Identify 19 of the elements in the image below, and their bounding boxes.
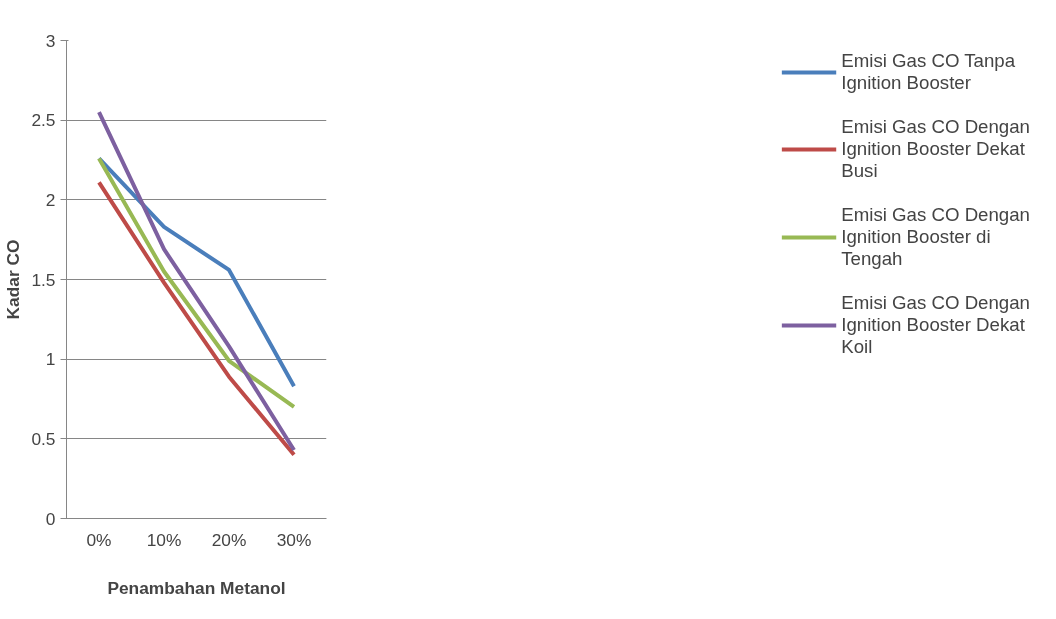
y-tick-label: 2.5	[31, 110, 56, 131]
y-tick-label: 1.5	[31, 269, 56, 290]
legend-label: Emisi Gas CO Tanpa Ignition Booster	[841, 50, 1016, 94]
y-axis-title: Kadar CO	[3, 239, 24, 320]
legend-label: Emisi Gas CO Dengan Ignition Booster di Tengah	[841, 204, 1030, 270]
y-tick-label: 3	[45, 30, 56, 51]
line-series	[97, 180, 296, 457]
y-tick-label: 1	[45, 349, 56, 370]
y-tick-label: 0	[45, 508, 56, 529]
legend-label: Emisi Gas CO Dengan Ignition Booster Dekat Koil	[841, 292, 1030, 358]
x-axis-title: Penambahan Metanol	[107, 577, 286, 598]
x-tick-label: 30%	[276, 529, 312, 550]
x-tick-label: 20%	[211, 529, 247, 550]
x-tick-label: 0%	[86, 529, 112, 550]
line-series	[97, 110, 296, 452]
y-tick-label: 0.5	[31, 428, 56, 449]
x-tick-label: 10%	[146, 529, 182, 550]
legend-label: Emisi Gas CO Dengan Ignition Booster Dekat Busi	[841, 116, 1030, 182]
y-tick-label: 2	[45, 189, 56, 210]
